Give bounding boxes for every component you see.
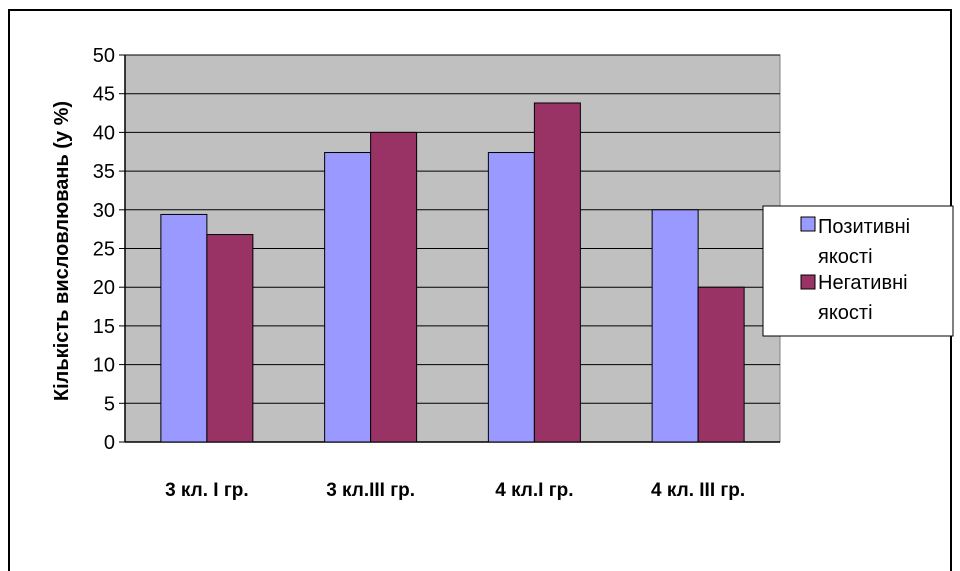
bar-negative-2	[370, 131, 418, 443]
x-category-label: 3 кл.ІІІ гр.	[326, 480, 415, 501]
y-tick-label: 25	[93, 239, 115, 261]
x-category-label: 4 кл. ІІІ гр.	[651, 480, 745, 501]
x-category-label: 3 кл. І гр.	[165, 480, 249, 501]
legend-swatch-negative	[800, 274, 816, 290]
y-tick-label: 15	[93, 316, 115, 338]
legend-label-line2: якості	[818, 246, 873, 268]
y-tick-label: 50	[93, 45, 115, 67]
legend-swatch-positive	[800, 216, 816, 232]
bar-positive-1	[160, 213, 208, 443]
legend-label-line2: якості	[818, 302, 873, 324]
y-tick-label: 40	[93, 122, 115, 144]
x-category-label: 4 кл.І гр.	[495, 480, 573, 501]
legend-label-line1: Негативні	[818, 272, 908, 294]
legend: Позитивні якості Негативні якості	[762, 205, 954, 337]
bar-negative-4	[697, 286, 745, 443]
legend-label-line1: Позитивні	[818, 216, 910, 238]
bars	[160, 102, 745, 443]
bar-positive-2	[324, 152, 372, 443]
y-tick-label: 5	[104, 393, 115, 415]
y-tick-label: 35	[93, 161, 115, 183]
y-tick-label: 10	[93, 355, 115, 377]
x-axis-category-labels: 3 кл. І гр. 3 кл.ІІІ гр. 4 кл.І гр. 4 кл. І…	[165, 480, 745, 501]
y-tick-label: 30	[93, 200, 115, 222]
y-tick-label: 45	[93, 84, 115, 106]
legend-box	[762, 205, 954, 337]
y-tick-label: 20	[93, 277, 115, 299]
y-axis-title: Кількість висловлювань (у %)	[51, 101, 73, 401]
bar-positive-3	[487, 152, 535, 443]
y-axis-ticks: 0 5 10 15 20 25 30 35 40 45 50	[93, 45, 125, 454]
bar-positive-4	[651, 209, 699, 443]
y-tick-label: 0	[104, 432, 115, 454]
bar-negative-3	[533, 102, 581, 443]
bar-negative-1	[206, 234, 254, 443]
